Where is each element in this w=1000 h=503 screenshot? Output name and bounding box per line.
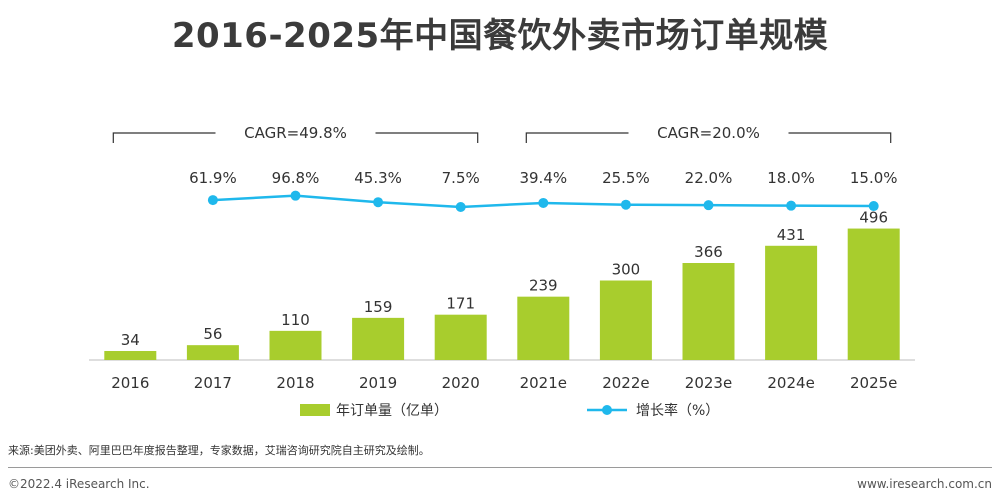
x-tick-label-2025e: 2025e: [850, 374, 897, 392]
growth-label-2025e: 15.0%: [850, 169, 898, 187]
x-tick-label-2017: 2017: [194, 374, 232, 392]
growth-point-2024e: [786, 200, 797, 211]
bar-value-label-2017: 56: [203, 325, 222, 343]
bar-2016: [104, 350, 157, 360]
growth-point-2018: [290, 190, 301, 201]
bar-value-label-2020: 171: [446, 295, 475, 313]
bar-2017: [186, 345, 239, 360]
bar-2024e: [765, 245, 818, 360]
growth-label-2022e: 25.5%: [602, 169, 650, 187]
cagr-bracket-left-2: [525, 132, 629, 143]
bar-2019: [352, 317, 405, 360]
x-tick-label-2019: 2019: [359, 374, 397, 392]
bar-2020: [434, 314, 487, 360]
cagr-label-2: CAGR=20.0%: [657, 124, 760, 142]
bar-2025e: [847, 228, 900, 360]
x-tick-label-2023e: 2023e: [685, 374, 732, 392]
bar-value-label-2024e: 431: [777, 226, 806, 244]
growth-point-2021e: [538, 197, 549, 208]
growth-label-2018: 96.8%: [272, 169, 320, 187]
cagr-label-1: CAGR=49.8%: [244, 124, 347, 142]
growth-label-2021e: 39.4%: [519, 169, 567, 187]
growth-point-2022e: [620, 199, 631, 210]
legend-line-label: 增长率（%）: [636, 402, 719, 419]
bar-value-label-2023e: 366: [694, 243, 723, 261]
x-tick-label-2016: 2016: [111, 374, 149, 392]
bar-value-label-2022e: 300: [612, 261, 641, 279]
bar-value-label-2025e: 496: [859, 209, 888, 227]
x-tick-label-2018: 2018: [276, 374, 314, 392]
growth-point-2019: [373, 197, 384, 208]
growth-point-2025e: [868, 201, 879, 212]
bar-2018: [269, 330, 322, 360]
growth-label-2020: 7.5%: [442, 169, 480, 187]
x-tick-label-2020: 2020: [442, 374, 480, 392]
growth-label-2019: 45.3%: [354, 169, 402, 187]
growth-point-2020: [455, 202, 466, 212]
bar-2021e: [517, 296, 570, 360]
copyright-text: ©2022.4 iResearch Inc.: [8, 477, 150, 491]
bar-2023e: [682, 263, 735, 360]
growth-label-2017: 61.9%: [189, 169, 237, 187]
footer-divider: [8, 467, 992, 468]
x-tick-label-2021e: 2021e: [520, 374, 567, 392]
legend-bar-swatch: [300, 404, 330, 416]
website-text: www.iresearch.com.cn: [857, 477, 992, 491]
growth-point-2023e: [703, 200, 714, 211]
bar-value-label-2021e: 239: [529, 277, 558, 295]
growth-label-2024e: 18.0%: [767, 169, 815, 187]
growth-label-2023e: 22.0%: [685, 169, 733, 187]
x-tick-label-2022e: 2022e: [602, 374, 649, 392]
bar-value-label-2019: 159: [364, 298, 393, 316]
bar-value-label-2018: 110: [281, 311, 310, 329]
legend-line-marker: [602, 405, 612, 415]
order-volume-chart: 34 2016 56 2017 110 2018 159 2019 171 2020 239 2021…: [89, 124, 915, 419]
growth-point-2017: [207, 195, 218, 206]
cagr-bracket-left-1: [112, 132, 216, 143]
legend-bar-label: 年订单量（亿单）: [336, 403, 448, 419]
chart-title: 2016-2025年中国餐饮外卖市场订单规模: [171, 16, 829, 56]
cagr-bracket-right-2: [788, 132, 892, 143]
bar-value-label-2016: 34: [121, 331, 140, 349]
cagr-bracket-right-1: [375, 132, 479, 143]
source-note: 来源:美团外卖、阿里巴巴年度报告整理，专家数据，艾瑞咨询研究院自主研究及绘制。: [8, 444, 430, 457]
bar-2022e: [599, 280, 652, 360]
x-tick-label-2024e: 2024e: [767, 374, 814, 392]
